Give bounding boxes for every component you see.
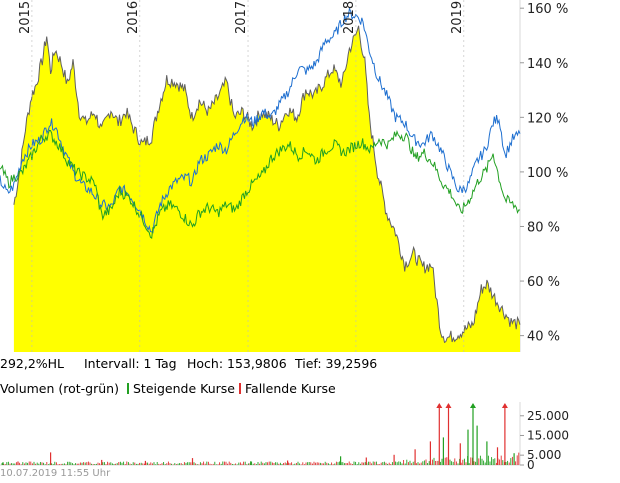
- year-label-2017: 2017: [234, 1, 249, 34]
- falling-swatch: [239, 383, 241, 394]
- performance-label: 292,2%HL: [0, 356, 65, 371]
- year-label-2016: 2016: [126, 1, 141, 34]
- volume-title: Volumen (rot-grün): [0, 381, 119, 396]
- volume-tick-label: 0: [527, 458, 535, 472]
- price-area-fill: [13, 25, 521, 353]
- y-tick-label: 100 %: [527, 166, 568, 181]
- y-axis-ticks: 40 % 60 % 80 % 100 % 120 % 140 % 160 %: [520, 2, 568, 345]
- rising-swatch: [127, 383, 129, 394]
- stats-bar: 292,2%HL Intervall: 1 Tag Hoch: 153,9806…: [0, 354, 520, 372]
- y-tick-label: 160 %: [527, 2, 568, 17]
- comparison-line-2: [0, 129, 521, 239]
- year-label-2015: 2015: [18, 1, 33, 34]
- interval-label: Intervall: 1 Tag: [84, 356, 177, 371]
- volume-tick-label: 15.000: [527, 428, 569, 442]
- volume-overflow-arrow: [445, 402, 452, 408]
- y-tick-label: 140 %: [527, 57, 568, 72]
- volume-axis-ticks: 05.000 15.000 25.000: [520, 409, 569, 472]
- low-label: Tief: 39,2596: [295, 356, 378, 371]
- volume-tick-label: 25.000: [527, 409, 569, 423]
- timestamp: 10.07.2019 11:55 Uhr: [0, 468, 111, 479]
- volume-overflow-arrow: [469, 402, 476, 408]
- y-tick-label: 40 %: [527, 330, 560, 345]
- volume-overflow-arrow: [501, 402, 508, 408]
- comparison-line-1: [0, 7, 521, 234]
- volume-overflow-arrow: [436, 402, 443, 408]
- main-plot-area: [0, 0, 521, 353]
- y-tick-label: 60 %: [527, 275, 560, 290]
- high-label: Hoch: 153,9806: [187, 356, 287, 371]
- volume-plot-area: [0, 402, 521, 466]
- y-tick-label: 80 %: [527, 220, 560, 235]
- legend-falling: Fallende Kurse: [239, 381, 336, 396]
- legend-rising-label: Steigende Kurse: [133, 381, 235, 396]
- volume-tick-label: 5.000: [527, 448, 561, 462]
- year-label-2019: 2019: [450, 1, 465, 34]
- legend-rising: Steigende Kurse: [127, 381, 235, 396]
- year-label-2018: 2018: [342, 1, 357, 34]
- volume-legend: Volumen (rot-grün) Steigende Kurse Falle…: [0, 379, 520, 397]
- legend-falling-label: Fallende Kurse: [245, 381, 336, 396]
- y-tick-label: 120 %: [527, 111, 568, 126]
- price-area-line: [13, 25, 521, 344]
- year-labels: 2015 2016 2017 2018 2019: [18, 0, 465, 352]
